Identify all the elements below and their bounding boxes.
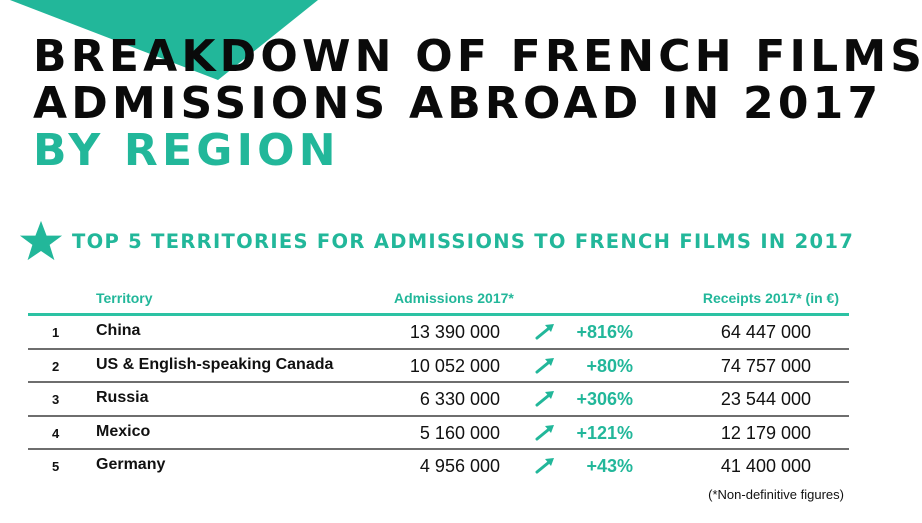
- change-percent: +43%: [586, 456, 633, 476]
- title-line-3: BY REGION: [33, 125, 340, 176]
- rank: 3: [52, 392, 60, 407]
- territory: China: [96, 322, 141, 339]
- rank: 2: [52, 358, 60, 374]
- section-title: TOP 5 TERRITORIES FOR ADMISSIONS TO FREN…: [72, 229, 855, 253]
- change-percent: +121%: [576, 422, 633, 443]
- receipts: 64 447 000: [720, 322, 811, 342]
- admissions: 13 390 000: [409, 322, 500, 342]
- arrow-up-right-icon: [535, 424, 554, 440]
- table-row: 2 US & English-speaking Canada 10 052 00…: [28, 350, 849, 383]
- table-row: 4 Mexico 5 160 000 +121% 12 179 000: [28, 417, 849, 450]
- arrow-up-right-icon: [535, 324, 554, 340]
- rank: 1: [52, 325, 60, 340]
- territory: Russia: [96, 389, 149, 406]
- page-title: BREAKDOWN OF FRENCH FILMS ADMISSIONS ABR…: [33, 33, 922, 174]
- title-line-1: BREAKDOWN OF FRENCH FILMS: [33, 31, 922, 82]
- arrow-up-right-icon: [535, 458, 554, 474]
- territory: Germany: [96, 456, 166, 473]
- admissions: 6 330 000: [419, 389, 500, 409]
- admissions: 10 052 000: [409, 355, 500, 376]
- change-percent: +306%: [576, 389, 633, 409]
- receipts: 74 757 000: [720, 355, 811, 376]
- change-percent: +80%: [586, 355, 633, 376]
- territory: US & English-speaking Canada: [96, 355, 334, 373]
- column-header-receipts: Receipts 2017* (in €): [702, 290, 839, 306]
- receipts: 41 400 000: [720, 456, 811, 476]
- arrow-up-right-icon: [535, 357, 554, 373]
- table-row: 1 China 13 390 000 +816% 64 447 000: [28, 316, 849, 350]
- territory: Mexico: [96, 422, 151, 440]
- section-header: TOP 5 TERRITORIES FOR ADMISSIONS TO FREN…: [18, 218, 854, 264]
- title-line-2: ADMISSIONS ABROAD IN 2017: [33, 78, 883, 129]
- rank: 5: [52, 459, 60, 474]
- rank: 4: [52, 425, 60, 441]
- table-row: 5 Germany 4 956 000 +43% 41 400 000: [28, 450, 849, 484]
- territories-table: Territory Admissions 2017* Receipts 2017…: [28, 282, 849, 484]
- receipts: 23 544 000: [720, 389, 811, 409]
- star-icon: [19, 220, 63, 261]
- footnote: (*Non-definitive figures): [708, 487, 844, 502]
- arrow-up-right-icon: [535, 391, 554, 407]
- table-header: Territory Admissions 2017* Receipts 2017…: [28, 282, 849, 316]
- change-percent: +816%: [576, 322, 633, 342]
- admissions: 4 956 000: [419, 456, 500, 476]
- column-header-admissions: Admissions 2017*: [394, 290, 514, 306]
- receipts: 12 179 000: [720, 422, 811, 443]
- admissions: 5 160 000: [419, 422, 500, 443]
- column-header-territory: Territory: [96, 290, 153, 306]
- table-row: 3 Russia 6 330 000 +306% 23 544 000: [28, 383, 849, 417]
